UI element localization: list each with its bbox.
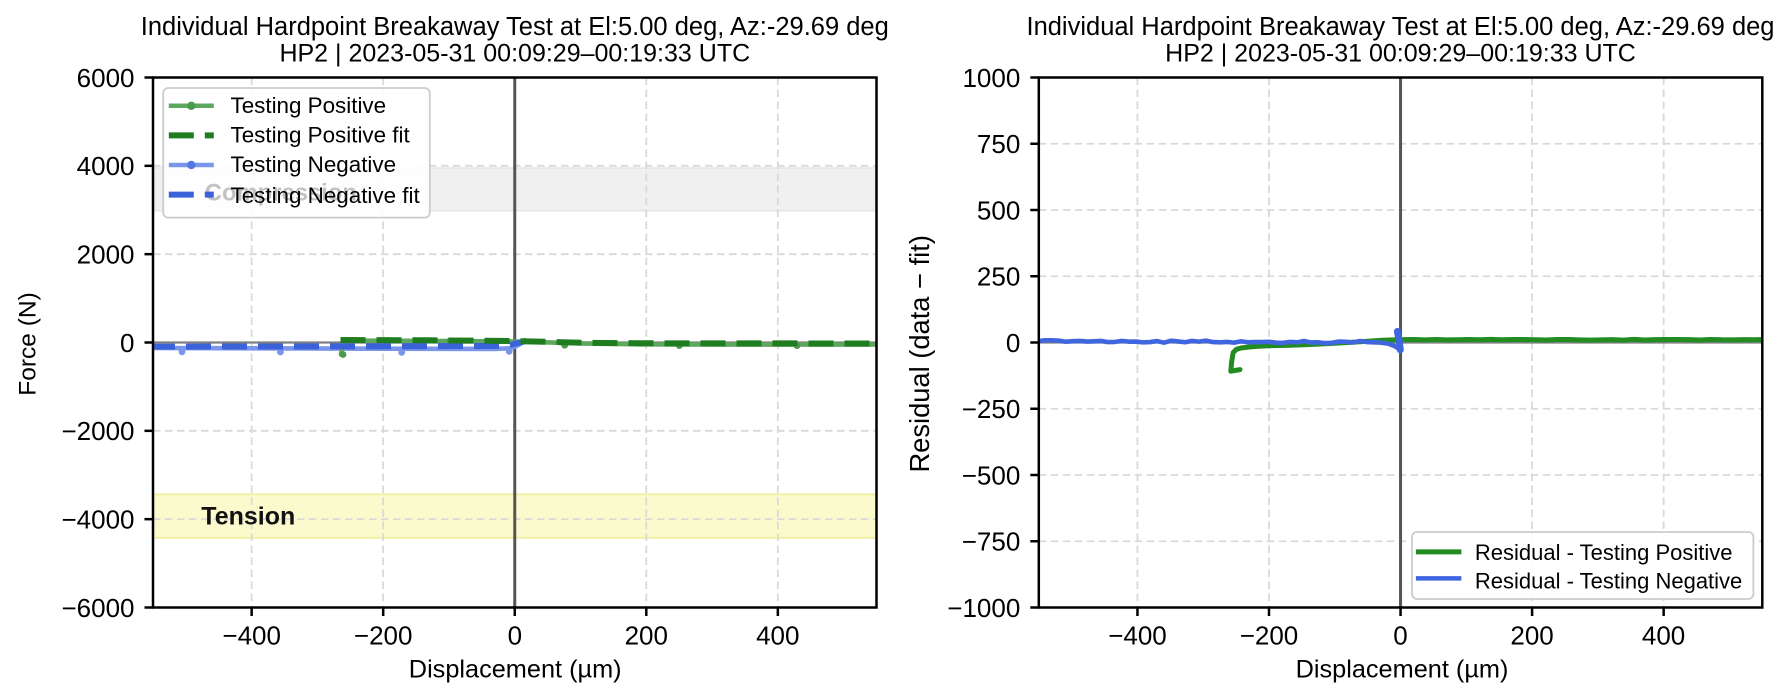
svg-text:HP2 | 2023-05-31 00:09:29–00:1: HP2 | 2023-05-31 00:09:29–00:19:33 UTC <box>1165 40 1636 68</box>
svg-text:−4000: −4000 <box>61 505 134 535</box>
svg-text:Residual - Testing Positive: Residual - Testing Positive <box>1475 540 1733 565</box>
svg-text:0: 0 <box>120 328 134 358</box>
svg-text:500: 500 <box>977 195 1020 225</box>
svg-text:Individual Hardpoint Breakaway: Individual Hardpoint Breakaway Test at E… <box>1026 13 1774 41</box>
svg-text:Testing Positive: Testing Positive <box>231 93 387 118</box>
svg-text:HP2 | 2023-05-31 00:09:29–00:1: HP2 | 2023-05-31 00:09:29–00:19:33 UTC <box>279 40 750 68</box>
svg-text:Residual (data − fit): Residual (data − fit) <box>904 235 935 472</box>
svg-text:−200: −200 <box>1240 621 1299 651</box>
svg-text:2000: 2000 <box>77 240 135 270</box>
svg-text:Displacement (µm): Displacement (µm) <box>409 655 622 683</box>
svg-text:−6000: −6000 <box>61 593 134 623</box>
svg-text:Individual Hardpoint Breakaway: Individual Hardpoint Breakaway Test at E… <box>141 13 889 41</box>
svg-text:Testing Negative: Testing Negative <box>231 152 397 177</box>
svg-text:0: 0 <box>1006 328 1020 358</box>
svg-text:Force (N): Force (N) <box>15 292 42 395</box>
svg-text:400: 400 <box>1642 621 1685 651</box>
svg-text:200: 200 <box>1510 621 1553 651</box>
svg-text:Compression: Compression <box>205 180 357 207</box>
svg-text:−400: −400 <box>222 621 281 651</box>
svg-text:4000: 4000 <box>77 151 135 181</box>
svg-text:−250: −250 <box>962 394 1021 424</box>
svg-text:−500: −500 <box>962 460 1021 490</box>
svg-text:Testing Negative fit: Testing Negative fit <box>231 183 421 208</box>
svg-text:750: 750 <box>977 129 1020 159</box>
svg-text:200: 200 <box>625 621 668 651</box>
svg-text:Tension: Tension <box>201 503 295 531</box>
svg-text:6000: 6000 <box>77 63 135 93</box>
svg-text:Residual - Testing Negative: Residual - Testing Negative <box>1475 568 1742 593</box>
svg-text:−400: −400 <box>1108 621 1167 651</box>
svg-text:−1000: −1000 <box>947 593 1020 623</box>
svg-text:0: 0 <box>1393 621 1407 651</box>
svg-text:400: 400 <box>756 621 799 651</box>
svg-text:0: 0 <box>508 621 522 651</box>
svg-text:1000: 1000 <box>962 63 1020 93</box>
svg-text:Testing Positive fit: Testing Positive fit <box>231 123 411 148</box>
svg-text:250: 250 <box>977 262 1020 292</box>
svg-text:−200: −200 <box>354 621 413 651</box>
svg-text:Displacement (µm): Displacement (µm) <box>1296 655 1509 683</box>
svg-text:−750: −750 <box>962 527 1021 557</box>
svg-text:−2000: −2000 <box>61 416 134 446</box>
